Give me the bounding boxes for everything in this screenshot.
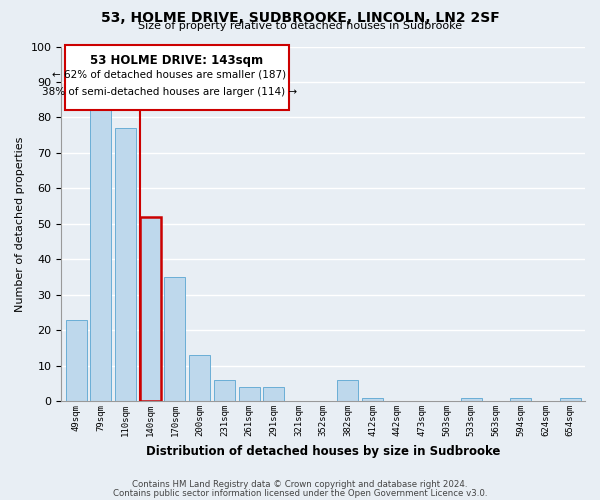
Text: 38% of semi-detached houses are larger (114) →: 38% of semi-detached houses are larger (…	[42, 88, 297, 98]
Text: 53 HOLME DRIVE: 143sqm: 53 HOLME DRIVE: 143sqm	[90, 54, 263, 66]
Bar	[214, 380, 235, 401]
FancyBboxPatch shape	[65, 44, 289, 110]
Bar	[560, 398, 581, 401]
Bar	[362, 398, 383, 401]
Text: ← 62% of detached houses are smaller (187): ← 62% of detached houses are smaller (18…	[52, 70, 286, 80]
Text: 53, HOLME DRIVE, SUDBROOKE, LINCOLN, LN2 2SF: 53, HOLME DRIVE, SUDBROOKE, LINCOLN, LN2…	[101, 11, 499, 25]
X-axis label: Distribution of detached houses by size in Sudbrooke: Distribution of detached houses by size …	[146, 444, 500, 458]
Bar	[461, 398, 482, 401]
Bar	[510, 398, 531, 401]
Text: Size of property relative to detached houses in Sudbrooke: Size of property relative to detached ho…	[138, 21, 462, 31]
Bar	[91, 110, 112, 401]
Bar	[115, 128, 136, 401]
Text: Contains public sector information licensed under the Open Government Licence v3: Contains public sector information licen…	[113, 488, 487, 498]
Bar	[164, 277, 185, 401]
Bar	[189, 355, 210, 401]
Bar	[239, 387, 260, 401]
Bar	[140, 216, 161, 401]
Bar	[65, 320, 86, 401]
Bar	[263, 387, 284, 401]
Y-axis label: Number of detached properties: Number of detached properties	[15, 136, 25, 312]
Text: Contains HM Land Registry data © Crown copyright and database right 2024.: Contains HM Land Registry data © Crown c…	[132, 480, 468, 489]
Bar	[337, 380, 358, 401]
